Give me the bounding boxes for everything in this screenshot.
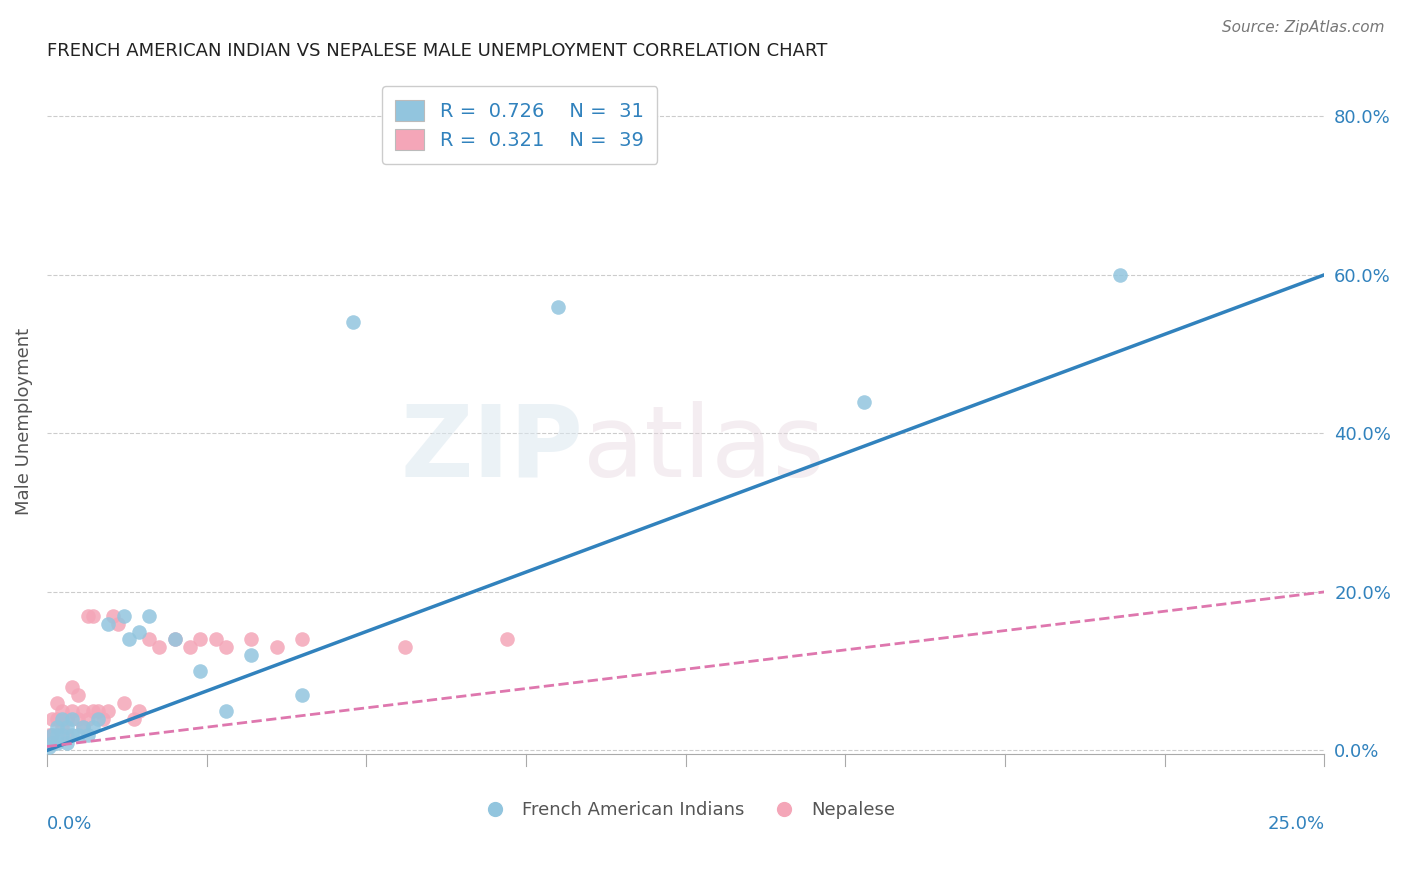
Point <box>87 712 110 726</box>
Point <box>87 704 110 718</box>
Point <box>56 712 79 726</box>
Point <box>82 608 104 623</box>
Point <box>76 728 98 742</box>
Legend: French American Indians, Nepalese: French American Indians, Nepalese <box>470 794 903 826</box>
Point <box>41 735 63 749</box>
Y-axis label: Male Unemployment: Male Unemployment <box>15 328 32 515</box>
Point <box>66 688 89 702</box>
Point <box>51 712 73 726</box>
Point <box>266 640 288 655</box>
Text: ZIP: ZIP <box>401 401 583 498</box>
Point <box>91 712 114 726</box>
Point <box>76 608 98 623</box>
Point <box>46 728 69 742</box>
Point <box>342 315 364 329</box>
Point <box>82 704 104 718</box>
Text: 0.0%: 0.0% <box>46 814 93 832</box>
Text: 25.0%: 25.0% <box>1267 814 1324 832</box>
Point <box>291 632 314 647</box>
Point <box>188 632 211 647</box>
Point <box>148 640 170 655</box>
Point <box>179 640 201 655</box>
Point <box>112 696 135 710</box>
Point <box>240 632 263 647</box>
Point <box>853 394 876 409</box>
Point <box>495 632 517 647</box>
Point <box>103 608 125 623</box>
Point <box>72 720 94 734</box>
Point <box>128 624 150 639</box>
Text: atlas: atlas <box>583 401 825 498</box>
Point <box>394 640 416 655</box>
Point <box>72 704 94 718</box>
Point <box>56 735 79 749</box>
Point <box>138 608 160 623</box>
Point <box>128 704 150 718</box>
Point <box>41 728 63 742</box>
Point <box>62 712 84 726</box>
Point <box>38 739 60 754</box>
Point <box>547 300 569 314</box>
Point <box>51 720 73 734</box>
Point <box>38 728 60 742</box>
Point <box>82 720 104 734</box>
Point <box>97 616 120 631</box>
Point <box>51 704 73 718</box>
Point <box>204 632 226 647</box>
Point <box>138 632 160 647</box>
Point <box>215 704 238 718</box>
Point <box>66 728 89 742</box>
Point <box>107 616 129 631</box>
Point <box>66 712 89 726</box>
Point <box>62 680 84 694</box>
Point <box>46 720 69 734</box>
Point <box>56 728 79 742</box>
Point <box>76 712 98 726</box>
Point <box>51 728 73 742</box>
Point <box>56 720 79 734</box>
Point <box>163 632 186 647</box>
Point <box>215 640 238 655</box>
Point <box>112 608 135 623</box>
Point <box>46 712 69 726</box>
Point <box>118 632 141 647</box>
Point <box>41 712 63 726</box>
Point <box>122 712 145 726</box>
Point <box>41 728 63 742</box>
Point <box>240 648 263 663</box>
Point <box>46 696 69 710</box>
Point <box>1109 268 1132 282</box>
Point <box>46 735 69 749</box>
Point <box>62 704 84 718</box>
Text: FRENCH AMERICAN INDIAN VS NEPALESE MALE UNEMPLOYMENT CORRELATION CHART: FRENCH AMERICAN INDIAN VS NEPALESE MALE … <box>46 42 827 60</box>
Point <box>62 728 84 742</box>
Point <box>163 632 186 647</box>
Point <box>97 704 120 718</box>
Point <box>72 720 94 734</box>
Text: Source: ZipAtlas.com: Source: ZipAtlas.com <box>1222 20 1385 35</box>
Point <box>188 664 211 678</box>
Point <box>291 688 314 702</box>
